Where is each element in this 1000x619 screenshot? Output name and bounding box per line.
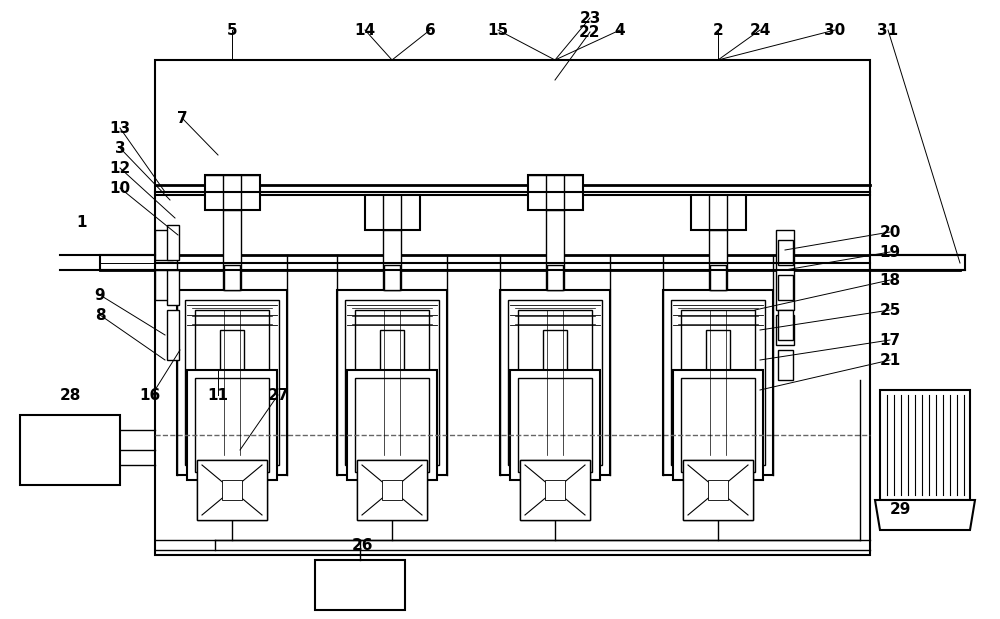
Bar bbox=[315, 560, 405, 610]
Text: 7: 7 bbox=[177, 111, 187, 126]
Bar bbox=[187, 370, 277, 480]
Text: 22: 22 bbox=[579, 25, 601, 40]
Bar bbox=[20, 415, 120, 485]
Bar bbox=[681, 310, 755, 455]
Bar bbox=[195, 378, 269, 472]
Bar bbox=[708, 480, 728, 500]
Bar bbox=[543, 330, 567, 445]
Bar bbox=[355, 378, 429, 472]
Text: 21: 21 bbox=[879, 352, 901, 368]
Bar bbox=[710, 265, 726, 290]
Text: 28: 28 bbox=[59, 387, 81, 402]
Text: 16: 16 bbox=[139, 387, 161, 402]
Text: 10: 10 bbox=[109, 181, 131, 196]
Bar bbox=[195, 310, 269, 455]
Text: 3: 3 bbox=[115, 141, 125, 155]
Text: 11: 11 bbox=[208, 387, 229, 402]
Bar bbox=[355, 310, 429, 455]
Text: 20: 20 bbox=[879, 225, 901, 240]
Bar bbox=[518, 310, 592, 455]
Polygon shape bbox=[875, 500, 975, 530]
Text: 8: 8 bbox=[95, 308, 105, 322]
Bar bbox=[683, 460, 753, 520]
Bar bbox=[671, 300, 765, 465]
Bar bbox=[547, 265, 563, 290]
Text: 18: 18 bbox=[879, 272, 901, 287]
Text: 27: 27 bbox=[267, 387, 289, 402]
Text: 12: 12 bbox=[109, 160, 131, 176]
Bar bbox=[778, 310, 793, 340]
Bar bbox=[357, 460, 427, 520]
Bar bbox=[365, 195, 420, 230]
Text: 6: 6 bbox=[425, 22, 435, 38]
Bar bbox=[357, 460, 427, 520]
Bar bbox=[197, 460, 267, 520]
Bar bbox=[673, 370, 763, 480]
Bar bbox=[205, 175, 260, 210]
Text: 24: 24 bbox=[749, 22, 771, 38]
Bar bbox=[337, 290, 447, 475]
Bar bbox=[520, 460, 590, 520]
Bar bbox=[510, 370, 600, 480]
Bar bbox=[383, 230, 401, 290]
Text: 23: 23 bbox=[579, 11, 601, 25]
Bar bbox=[223, 210, 241, 290]
Bar bbox=[683, 460, 753, 520]
Bar bbox=[222, 480, 242, 500]
Bar bbox=[197, 460, 267, 520]
Bar bbox=[545, 480, 565, 500]
Bar bbox=[508, 300, 602, 465]
Text: 13: 13 bbox=[109, 121, 131, 136]
Text: 30: 30 bbox=[824, 22, 846, 38]
Bar bbox=[167, 270, 179, 305]
Bar bbox=[691, 195, 746, 230]
Bar bbox=[709, 230, 727, 290]
Bar bbox=[880, 390, 970, 500]
Bar bbox=[706, 330, 730, 445]
Text: 19: 19 bbox=[879, 245, 901, 259]
Bar bbox=[546, 210, 564, 290]
Text: 31: 31 bbox=[877, 22, 899, 38]
Text: 9: 9 bbox=[95, 287, 105, 303]
Bar bbox=[167, 310, 179, 360]
Bar bbox=[167, 225, 179, 260]
Bar bbox=[663, 290, 773, 475]
Bar bbox=[778, 275, 793, 300]
Text: 15: 15 bbox=[487, 22, 509, 38]
Bar bbox=[185, 300, 279, 465]
Bar bbox=[776, 315, 794, 345]
Text: 17: 17 bbox=[879, 332, 901, 347]
Text: 29: 29 bbox=[889, 503, 911, 517]
Bar bbox=[518, 378, 592, 472]
Bar bbox=[500, 290, 610, 475]
Bar bbox=[870, 255, 965, 270]
Bar bbox=[155, 60, 870, 555]
Bar bbox=[681, 378, 755, 472]
Text: 25: 25 bbox=[879, 303, 901, 318]
Bar bbox=[380, 330, 404, 445]
Text: 2: 2 bbox=[713, 22, 723, 38]
Text: 14: 14 bbox=[354, 22, 376, 38]
Bar bbox=[520, 460, 590, 520]
Bar bbox=[778, 240, 793, 265]
Text: 1: 1 bbox=[77, 215, 87, 230]
Bar bbox=[776, 230, 794, 310]
Bar bbox=[100, 255, 155, 270]
Bar bbox=[155, 230, 173, 260]
Bar bbox=[177, 290, 287, 475]
Text: 5: 5 bbox=[227, 22, 237, 38]
Bar bbox=[778, 350, 793, 380]
Bar bbox=[528, 175, 583, 210]
Bar bbox=[345, 300, 439, 465]
Bar bbox=[382, 480, 402, 500]
Text: 4: 4 bbox=[615, 22, 625, 38]
Bar bbox=[220, 330, 244, 445]
Bar bbox=[347, 370, 437, 480]
Bar bbox=[384, 265, 400, 290]
Bar bbox=[224, 265, 240, 290]
Bar bbox=[155, 270, 173, 300]
Text: 26: 26 bbox=[351, 537, 373, 553]
